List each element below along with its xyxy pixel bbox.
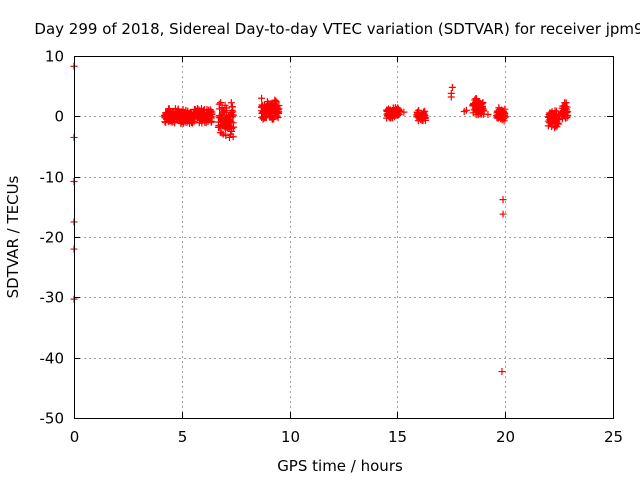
y-tick-label: -50 bbox=[40, 410, 65, 428]
x-axis-label: GPS time / hours bbox=[277, 457, 403, 475]
axis-ticks: 0 5 10 15 20 25 10 0 -10 -20 -30 -40 -50 bbox=[40, 48, 624, 447]
data-point bbox=[217, 99, 225, 107]
y-axis-label: SDTVAR / TECUs bbox=[4, 175, 22, 298]
data-point bbox=[258, 103, 266, 111]
data-points bbox=[70, 62, 572, 376]
data-point bbox=[501, 113, 509, 121]
x-tick-label: 20 bbox=[496, 428, 515, 446]
data-point bbox=[275, 101, 283, 109]
data-point bbox=[230, 111, 238, 119]
data-point bbox=[218, 129, 226, 137]
data-point bbox=[275, 108, 283, 116]
data-point bbox=[498, 368, 506, 376]
data-point bbox=[188, 119, 196, 127]
data-point bbox=[208, 117, 216, 125]
data-point bbox=[400, 108, 408, 116]
data-point bbox=[396, 107, 404, 115]
y-tick-label: 0 bbox=[54, 108, 64, 126]
y-tick-label: -20 bbox=[40, 229, 65, 247]
data-point bbox=[499, 196, 507, 204]
data-point bbox=[564, 108, 572, 116]
y-tick-label: 10 bbox=[45, 48, 64, 66]
data-point bbox=[223, 104, 231, 112]
grid bbox=[74, 56, 613, 418]
x-tick-label: 10 bbox=[281, 428, 300, 446]
chart-title: Day 299 of 2018, Sidereal Day-to-day VTE… bbox=[34, 20, 640, 38]
y-tick-label: -40 bbox=[40, 350, 65, 368]
data-point bbox=[448, 83, 456, 91]
data-point bbox=[421, 114, 429, 122]
data-point bbox=[229, 108, 237, 116]
data-point bbox=[484, 111, 492, 119]
y-tick-label: -10 bbox=[40, 169, 65, 187]
data-point bbox=[480, 106, 488, 114]
data-point bbox=[270, 115, 278, 123]
data-point bbox=[499, 210, 507, 218]
data-point bbox=[264, 100, 272, 108]
data-point bbox=[258, 94, 266, 102]
data-point bbox=[229, 133, 237, 141]
data-point bbox=[165, 105, 173, 113]
data-point bbox=[230, 123, 238, 131]
data-point bbox=[562, 99, 570, 107]
data-point bbox=[258, 114, 266, 122]
x-tick-label: 15 bbox=[388, 428, 407, 446]
x-tick-label: 25 bbox=[604, 428, 623, 446]
x-tick-label: 5 bbox=[178, 428, 188, 446]
data-point bbox=[227, 99, 235, 107]
x-tick-label: 0 bbox=[70, 428, 80, 446]
plot-frame bbox=[74, 56, 614, 419]
data-point bbox=[225, 133, 233, 141]
data-point bbox=[447, 89, 455, 97]
data-point bbox=[222, 132, 230, 140]
data-point bbox=[479, 99, 487, 107]
data-point bbox=[271, 109, 279, 117]
data-point bbox=[208, 108, 216, 116]
data-point bbox=[462, 106, 470, 114]
y-tick-label: -30 bbox=[40, 289, 65, 307]
